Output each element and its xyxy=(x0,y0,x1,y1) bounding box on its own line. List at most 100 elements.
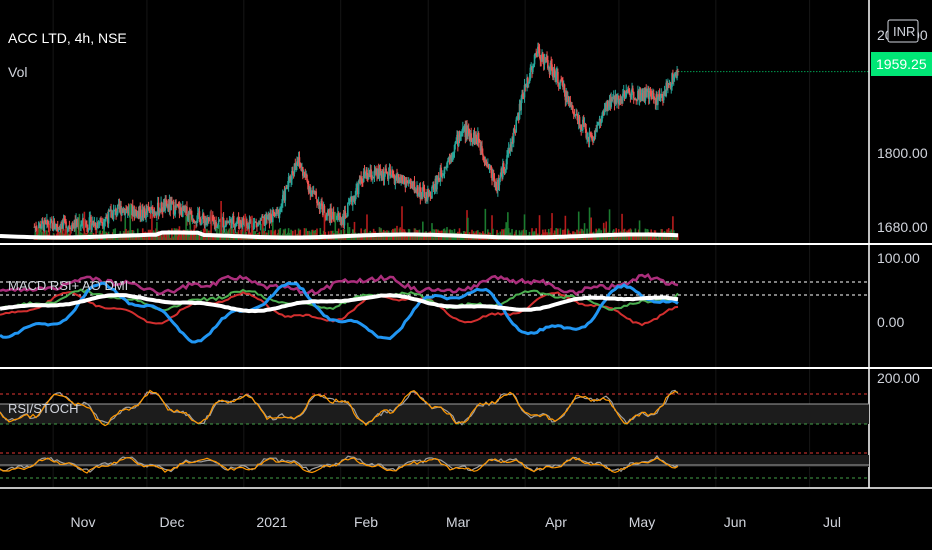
candle-body xyxy=(226,222,228,224)
volume-bar xyxy=(196,230,198,240)
candle-body xyxy=(296,161,298,166)
candle-body xyxy=(206,221,208,223)
candle-body xyxy=(151,206,153,208)
candle-body xyxy=(623,91,626,98)
time-axis[interactable]: Nov Dec 2021 Feb Mar Apr May Jun Jul xyxy=(71,514,841,530)
candle-body xyxy=(631,88,633,96)
candle-body xyxy=(401,177,403,181)
candle-body xyxy=(86,224,88,228)
candle-body xyxy=(561,80,563,82)
candle-body xyxy=(500,168,502,176)
candle-body xyxy=(507,152,509,156)
candle-body xyxy=(618,98,621,105)
candle-body xyxy=(533,54,536,65)
candle-body xyxy=(265,217,267,220)
volume-bar xyxy=(505,222,507,240)
candle-body xyxy=(53,221,56,229)
candle-body xyxy=(283,191,286,201)
volume-bar xyxy=(142,237,145,240)
volume-bar xyxy=(211,234,214,240)
volume-bar xyxy=(138,237,141,240)
candle-body xyxy=(147,207,150,209)
price-panel[interactable] xyxy=(0,42,869,240)
volume-bar xyxy=(672,216,674,240)
candle-body xyxy=(353,196,356,201)
candle-body xyxy=(326,215,328,220)
candle-body xyxy=(442,174,444,178)
candle-body xyxy=(478,141,481,143)
candle-body xyxy=(379,168,382,176)
candle-body xyxy=(148,208,151,211)
candle-body xyxy=(127,207,130,212)
volume-bar xyxy=(521,230,523,240)
candle-body xyxy=(213,221,216,226)
candle-body xyxy=(252,223,255,230)
price-axis[interactable]: 1800.00 1680.00 2000.00 INR 1959.25 100.… xyxy=(871,19,932,386)
candle-body xyxy=(438,180,441,182)
volume-bar xyxy=(213,236,216,240)
volume-bar xyxy=(531,228,533,240)
volume-bar xyxy=(261,217,264,240)
candle-body xyxy=(106,217,109,224)
candle-body xyxy=(35,226,37,230)
candle-body xyxy=(126,209,128,214)
candle-body xyxy=(585,129,588,138)
candle-body xyxy=(73,219,76,229)
candle-body xyxy=(567,96,569,103)
candle-body xyxy=(149,210,152,213)
candle-body xyxy=(597,122,600,125)
time-tick-mar: Mar xyxy=(446,514,470,530)
currency-badge[interactable] xyxy=(887,19,919,43)
volume-bar xyxy=(297,228,300,240)
rsi-stoch-panel[interactable] xyxy=(0,389,869,479)
candle-body xyxy=(477,133,479,143)
candle-body xyxy=(641,92,643,96)
time-tick-apr: Apr xyxy=(545,514,567,530)
candle-body xyxy=(217,220,220,225)
volume-bar xyxy=(148,236,151,240)
volume-bar xyxy=(244,213,247,240)
candle-body xyxy=(372,177,374,180)
volume-bar xyxy=(423,233,426,240)
candle-body xyxy=(144,212,147,218)
macd-rsi-ao-dmi-panel[interactable] xyxy=(0,273,869,344)
candle-body xyxy=(347,202,350,204)
candle-body xyxy=(206,217,209,222)
candle-body xyxy=(383,173,386,180)
volume-ma-line xyxy=(0,230,679,240)
candle-body xyxy=(469,133,472,141)
candle-body xyxy=(218,219,221,221)
volume-bar xyxy=(64,229,67,240)
volume-bar xyxy=(667,236,669,240)
volume-bar xyxy=(632,235,634,240)
volume-bar xyxy=(431,223,433,240)
candle-body xyxy=(216,224,219,228)
candle-body xyxy=(42,222,45,232)
candle-body xyxy=(521,93,523,99)
volume-bar xyxy=(212,237,215,240)
candle-body xyxy=(301,167,303,171)
candle-body xyxy=(502,163,504,178)
candle-body xyxy=(558,83,561,86)
volume-bar xyxy=(316,228,318,240)
candle-body xyxy=(312,190,315,192)
candle-body xyxy=(212,220,215,222)
candle-body xyxy=(662,94,665,101)
candle-body xyxy=(611,98,613,100)
volume-bar xyxy=(617,235,619,240)
candle-body xyxy=(625,90,628,97)
volume-bar xyxy=(356,236,358,240)
candle-body xyxy=(642,92,644,101)
volume-bar xyxy=(538,215,541,240)
candle-body xyxy=(285,186,287,189)
candle-body xyxy=(464,126,467,138)
candle-body xyxy=(429,192,432,197)
volume-bar xyxy=(197,234,200,240)
candle-body xyxy=(291,170,293,180)
candle-body xyxy=(332,211,335,218)
candle-body xyxy=(430,196,432,199)
candle-body xyxy=(506,155,508,165)
candle-body xyxy=(511,138,513,148)
candle-body xyxy=(463,126,466,128)
